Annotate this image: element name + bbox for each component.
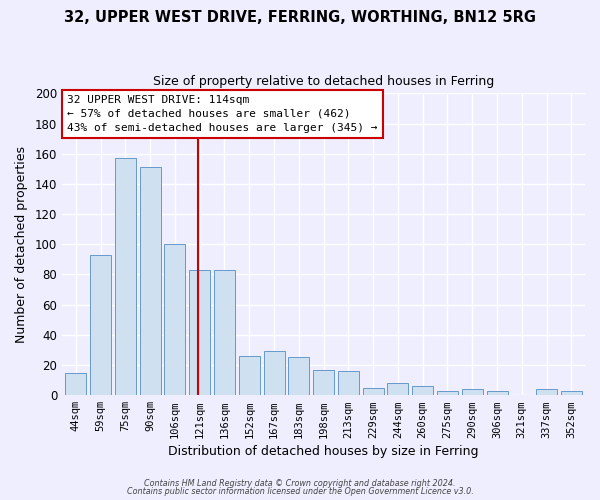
Bar xyxy=(214,270,235,395)
Text: Contains public sector information licensed under the Open Government Licence v3: Contains public sector information licen… xyxy=(127,487,473,496)
Text: 32, UPPER WEST DRIVE, FERRING, WORTHING, BN12 5RG: 32, UPPER WEST DRIVE, FERRING, WORTHING,… xyxy=(64,10,536,25)
Bar xyxy=(362,388,383,395)
Bar xyxy=(263,352,284,395)
Bar xyxy=(388,383,409,395)
Bar xyxy=(65,372,86,395)
Bar xyxy=(164,244,185,395)
Bar xyxy=(561,390,582,395)
Y-axis label: Number of detached properties: Number of detached properties xyxy=(15,146,28,343)
Bar xyxy=(462,389,483,395)
Bar xyxy=(412,386,433,395)
Bar xyxy=(338,371,359,395)
Bar xyxy=(239,356,260,395)
Bar xyxy=(90,255,111,395)
Bar xyxy=(115,158,136,395)
Text: Contains HM Land Registry data © Crown copyright and database right 2024.: Contains HM Land Registry data © Crown c… xyxy=(144,478,456,488)
Bar xyxy=(313,370,334,395)
Bar xyxy=(487,390,508,395)
Bar xyxy=(288,358,310,395)
Bar xyxy=(536,389,557,395)
Text: 32 UPPER WEST DRIVE: 114sqm
← 57% of detached houses are smaller (462)
43% of se: 32 UPPER WEST DRIVE: 114sqm ← 57% of det… xyxy=(67,95,378,133)
Title: Size of property relative to detached houses in Ferring: Size of property relative to detached ho… xyxy=(153,75,494,88)
X-axis label: Distribution of detached houses by size in Ferring: Distribution of detached houses by size … xyxy=(169,444,479,458)
Bar xyxy=(140,168,161,395)
Bar xyxy=(189,270,210,395)
Bar xyxy=(437,390,458,395)
